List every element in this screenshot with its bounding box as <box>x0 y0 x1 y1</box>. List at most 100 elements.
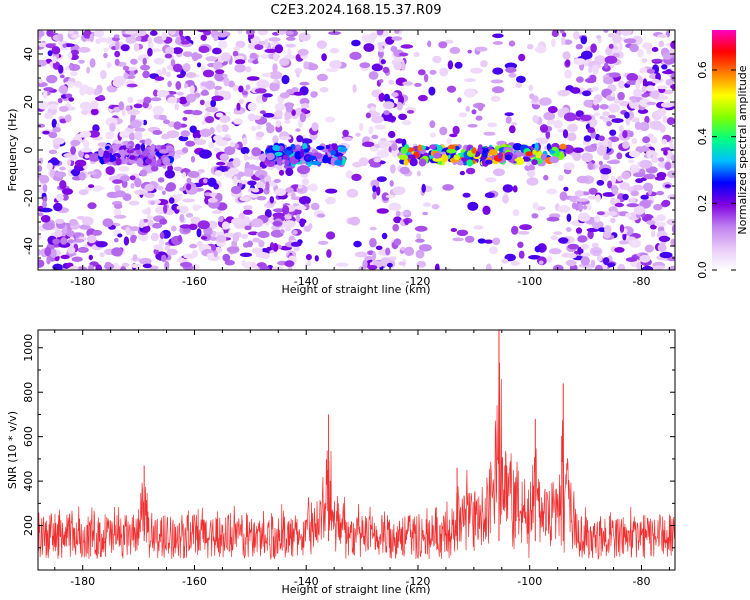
noise-blob <box>251 262 256 268</box>
noise-blob <box>38 259 45 268</box>
noise-blob <box>531 213 539 219</box>
noise-blob <box>510 261 520 266</box>
noise-blob <box>86 66 91 74</box>
signal-blob <box>525 151 533 157</box>
noise-blob <box>629 239 640 248</box>
noise-blob <box>247 102 257 112</box>
noise-blob <box>237 30 243 35</box>
noise-blob <box>383 110 390 116</box>
noise-blob <box>278 169 285 176</box>
noise-blob <box>611 118 624 123</box>
noise-blob <box>662 70 675 75</box>
noise-blob <box>132 254 138 262</box>
noise-blob <box>628 150 641 158</box>
noise-blob <box>559 30 565 34</box>
noise-blob <box>254 88 267 94</box>
noise-blob <box>176 193 183 200</box>
noise-blob <box>151 222 163 229</box>
noise-blob <box>319 86 329 93</box>
snr-xlabel: Height of straight line (km) <box>281 583 430 596</box>
noise-blob <box>182 198 196 203</box>
signal-blob <box>417 144 423 152</box>
noise-blob <box>256 196 267 201</box>
noise-blob <box>299 112 307 123</box>
noise-blob <box>227 167 240 175</box>
noise-blob <box>575 227 583 234</box>
noise-blob <box>600 172 609 181</box>
noise-blob <box>183 83 188 89</box>
noise-blob <box>600 168 612 175</box>
noise-blob <box>418 94 428 102</box>
snr-xtick-label: -160 <box>182 575 207 588</box>
noise-blob <box>44 246 52 257</box>
noise-blob <box>273 208 285 213</box>
noise-blob <box>72 232 82 237</box>
noise-blob <box>670 238 675 247</box>
noise-blob <box>372 251 377 261</box>
noise-blob <box>450 228 457 232</box>
noise-blob <box>609 129 617 136</box>
noise-blob <box>604 55 618 64</box>
noise-blob <box>104 261 112 267</box>
noise-blob <box>661 64 668 70</box>
noise-blob <box>111 36 120 42</box>
noise-blob <box>139 219 145 229</box>
noise-blob <box>114 238 119 243</box>
spectrogram-xtick-label: -180 <box>70 275 95 288</box>
noise-blob <box>59 118 67 124</box>
noise-blob <box>273 179 281 183</box>
noise-blob <box>60 254 70 260</box>
noise-blob <box>189 243 198 249</box>
noise-blob <box>359 122 364 131</box>
noise-blob <box>202 69 215 78</box>
noise-blob <box>671 224 675 234</box>
noise-blob <box>182 116 188 121</box>
noise-blob <box>201 64 206 73</box>
noise-blob <box>392 223 400 232</box>
noise-blob <box>80 101 93 111</box>
noise-blob <box>527 170 536 178</box>
noise-blob <box>596 146 607 156</box>
noise-blob <box>656 172 667 179</box>
noise-blob <box>301 108 308 113</box>
noise-blob <box>346 188 359 198</box>
noise-blob <box>284 215 292 220</box>
noise-blob <box>121 180 128 188</box>
noise-blob <box>197 62 202 68</box>
noise-blob <box>38 78 43 84</box>
noise-blob <box>274 188 287 196</box>
spectrogram-xlabel: Height of straight line (km) <box>281 283 430 296</box>
noise-blob <box>306 259 312 267</box>
signal-blob <box>120 149 126 158</box>
noise-blob <box>631 98 637 103</box>
noise-blob <box>501 258 509 264</box>
noise-blob <box>168 30 177 36</box>
noise-blob <box>576 76 584 83</box>
noise-blob <box>492 67 504 75</box>
noise-blob <box>407 110 415 114</box>
noise-blob <box>367 265 378 270</box>
noise-blob <box>179 213 185 223</box>
noise-blob <box>134 130 143 141</box>
noise-blob <box>224 146 236 156</box>
noise-blob <box>198 45 210 54</box>
noise-blob <box>658 235 671 242</box>
noise-blob <box>68 64 74 70</box>
noise-blob <box>83 139 90 149</box>
noise-blob <box>152 105 164 116</box>
noise-blob <box>593 112 601 117</box>
noise-blob <box>382 66 390 74</box>
signal-blob <box>274 151 283 157</box>
noise-blob <box>244 225 252 231</box>
noise-blob <box>364 255 374 262</box>
noise-blob <box>126 83 138 88</box>
noise-blob <box>640 194 649 200</box>
signal-blob <box>532 149 537 155</box>
noise-blob <box>38 100 49 110</box>
noise-blob <box>492 41 504 45</box>
noise-blob <box>511 225 519 235</box>
noise-blob <box>134 127 146 132</box>
noise-blob <box>612 52 620 58</box>
noise-blob <box>106 62 112 69</box>
noise-blob <box>564 69 572 79</box>
